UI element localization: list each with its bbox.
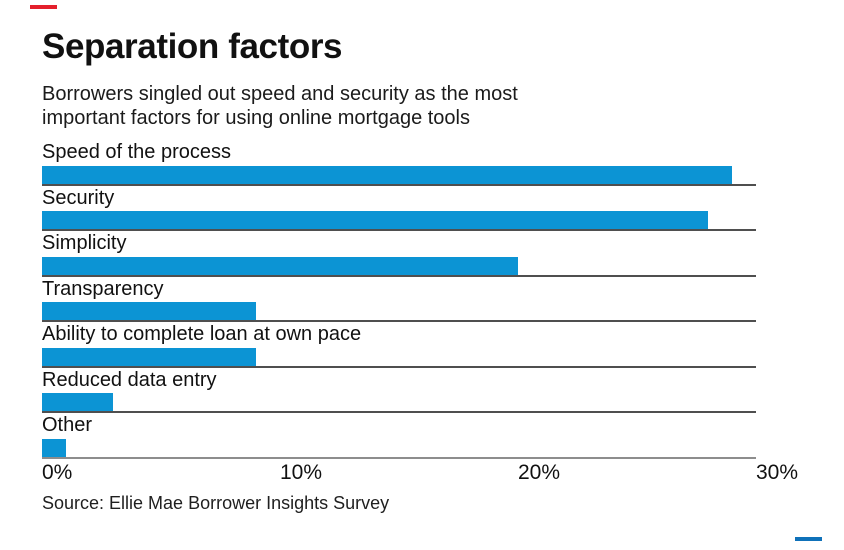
top-accent-dash [30,5,57,9]
value-bar [42,393,114,411]
bar-row: Transparency [42,277,756,322]
x-tick-label: 30% [756,460,799,484]
category-label: Security [42,186,115,209]
bar-rows: Speed of the process Security Simplicity Tr… [42,140,756,459]
bar-row: Other [42,413,756,459]
value-bar [42,302,257,320]
x-tick-label: 10% [280,460,323,484]
category-label: Other [42,414,93,436]
x-axis-ticks: 0% 10% 20% 30% [42,459,798,485]
category-label: Speed of the process [42,141,232,163]
chart-card: Separation factors Borrowers singled out… [42,0,798,514]
bottom-accent-dash [795,537,822,541]
bar-chart: Speed of the process Security Simplicity Tr… [42,140,798,485]
bar-row: Ability to complete loan at own pace [42,322,756,368]
source-caption: Source: Ellie Mae Borrower Insights Surv… [42,492,390,513]
category-label: Transparency [42,277,164,300]
category-label: Simplicity [42,232,127,254]
bar-row: Reduced data entry [42,368,756,413]
category-label: Reduced data entry [42,368,217,391]
value-bar [42,165,733,184]
bar-row: Simplicity [42,231,756,277]
bar-row: Security [42,186,756,231]
page-title: Separation factors [42,27,343,66]
chart-subtitle: Borrowers singled out speed and security… [42,83,518,129]
bar-row: Speed of the process [42,140,756,186]
value-bar [42,438,66,457]
category-label: Ability to complete loan at own pace [42,323,362,345]
x-tick-label: 0% [42,460,73,484]
value-bar [42,347,257,366]
value-bar [42,211,709,229]
x-tick-label: 20% [518,460,561,484]
value-bar [42,256,518,275]
